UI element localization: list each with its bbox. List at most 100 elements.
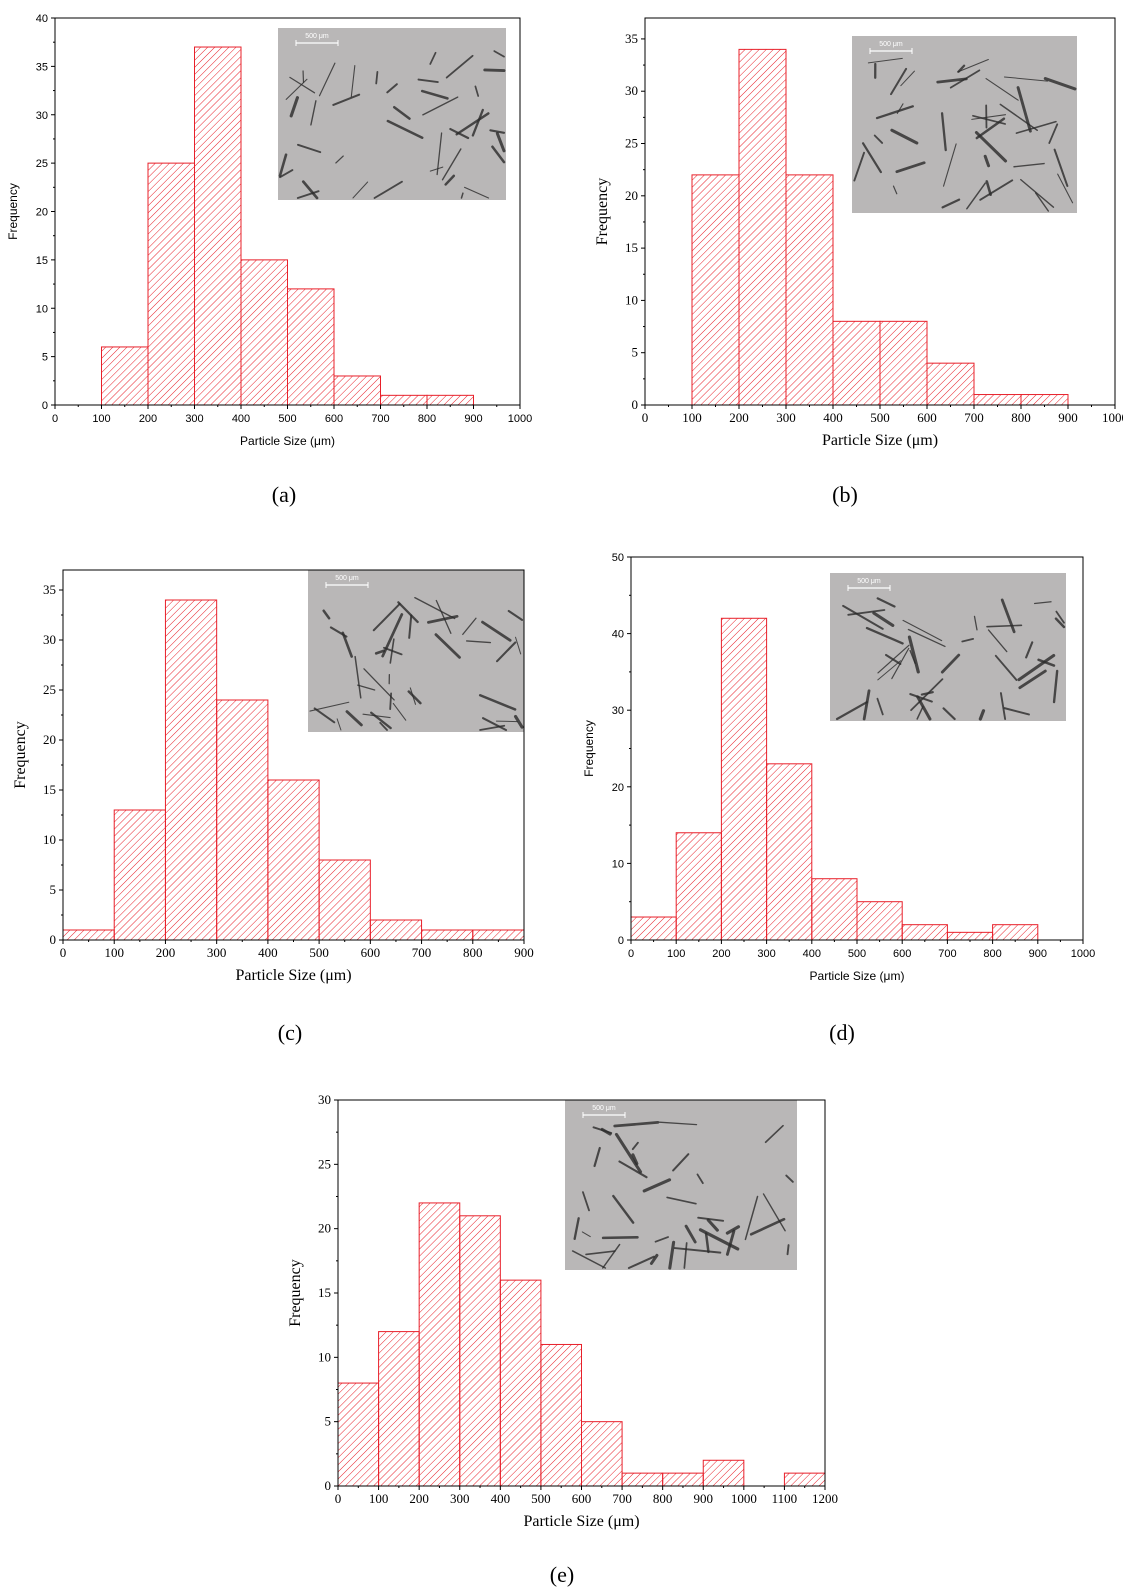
y-tick-label: 10 [318,1349,331,1364]
x-tick-label: 500 [848,948,866,960]
y-axis-title: Frequency [12,721,29,789]
caption-d: (d) [829,1020,855,1045]
caption-b: (b) [832,482,858,507]
x-tick-label: 100 [92,413,110,425]
y-tick-label: 30 [612,705,624,717]
y-axis-title: Frequency [594,178,611,246]
histogram-bar [811,878,858,941]
y-tick-label: 15 [625,240,638,255]
histogram-bar [418,1202,461,1487]
x-tick-label: 0 [642,410,649,425]
y-tick-label: 25 [625,136,638,151]
inset-micrograph [830,573,1066,721]
y-tick-label: 25 [36,158,48,170]
x-tick-label: 1000 [1102,410,1123,425]
chart-panel-e: 500 μm0 100 200 300 400 500 600 700 800 900 1000 11… [287,1092,838,1530]
y-tick-label: 15 [36,255,48,267]
histogram-bar [194,46,242,406]
x-tick-label: 100 [682,410,702,425]
histogram-bar [856,901,903,941]
y-tick-label: 50 [612,552,624,564]
x-tick-label: 400 [491,1491,511,1506]
y-tick-label: 5 [42,352,48,364]
x-tick-label: 200 [139,413,157,425]
x-tick-label: 400 [232,413,250,425]
x-tick-label: 900 [464,413,482,425]
y-tick-label: 30 [36,110,48,122]
x-tick-label: 0 [60,945,67,960]
caption-e: (e) [549,1562,575,1587]
x-tick-label: 800 [418,413,436,425]
x-tick-label: 500 [531,1491,551,1506]
x-tick-label: 500 [278,413,296,425]
histogram-bar [720,617,768,941]
y-tick-label: 25 [43,682,56,697]
x-tick-label: 700 [938,948,956,960]
histogram-bar [164,599,218,941]
y-tick-label: 20 [43,732,56,747]
x-tick-label: 400 [258,945,278,960]
x-tick-label: 200 [156,945,176,960]
x-tick-label: 800 [1011,410,1031,425]
inset-scale-label: 500 μm [857,578,881,585]
x-tick-label: 900 [1029,948,1047,960]
histogram-bar [267,779,320,941]
histogram-bar [946,931,994,941]
y-tick-label: 15 [43,782,56,797]
inset-micrograph [278,28,506,200]
y-tick-label: 0 [632,397,639,412]
inset-micrograph [852,36,1077,213]
x-tick-label: 300 [185,413,203,425]
x-tick-label: 0 [52,413,58,425]
inset-scale-label: 500 μm [879,41,903,48]
x-tick-label: 900 [694,1491,714,1506]
y-tick-label: 0 [325,1478,332,1493]
histogram-bar [287,288,335,406]
y-tick-label: 5 [50,882,57,897]
x-tick-label: 0 [628,948,634,960]
histogram-bar [785,174,834,406]
y-tick-label: 15 [318,1285,331,1300]
chart-panel-c: 500 μm 0 100 200 300 400 500 600 700 800 900 0 5 10 15… [12,569,534,984]
histogram-bar [113,809,166,941]
histogram-bar [459,1215,501,1487]
x-tick-label: 800 [463,945,483,960]
inset-scale-label: 500 μm [592,1105,616,1112]
y-axis-title: Frequency [287,1259,304,1327]
y-tick-label: 35 [43,582,56,597]
y-tick-label: 0 [618,935,624,947]
histogram-bar [318,859,371,941]
x-tick-label: 1000 [508,413,532,425]
y-tick-label: 20 [318,1221,331,1236]
histogram-bar [369,919,423,941]
x-tick-label: 300 [757,948,775,960]
chart-panel-b: 500 μm 0 100 200 300 400 500 600 700 800 900 1000 0 5… [594,17,1123,449]
histogram-bar [832,320,881,406]
histogram-bar [337,1382,380,1487]
y-tick-label: 25 [318,1156,331,1171]
x-tick-label: 1100 [772,1491,798,1506]
x-tick-label: 300 [450,1491,470,1506]
chart-panel-a: 500 μm 0 100 200 300 400 500 600 700 800 900 1000 0 5… [6,13,532,448]
caption-c: (c) [277,1020,303,1045]
x-axis-title: Particle Size (μm) [240,434,335,448]
histogram-bar [621,1472,664,1487]
x-tick-label: 200 [712,948,730,960]
x-tick-label: 400 [823,410,843,425]
x-tick-label: 700 [371,413,389,425]
histogram-bar [540,1343,582,1487]
y-tick-label: 40 [36,13,48,25]
histogram-bar [901,924,948,941]
x-axis-title: Particle Size (μm) [822,432,938,449]
histogram-bar [702,1459,745,1487]
histogram-bar [216,699,269,941]
x-tick-label: 700 [612,1491,632,1506]
x-tick-label: 800 [653,1491,673,1506]
y-axis-title: Frequency [582,720,596,777]
histogram-bar [421,929,474,941]
histogram-bar [630,916,677,941]
x-tick-label: 500 [870,410,890,425]
histogram-bar [101,346,149,406]
histogram-bar [581,1421,623,1487]
x-tick-label: 300 [207,945,227,960]
